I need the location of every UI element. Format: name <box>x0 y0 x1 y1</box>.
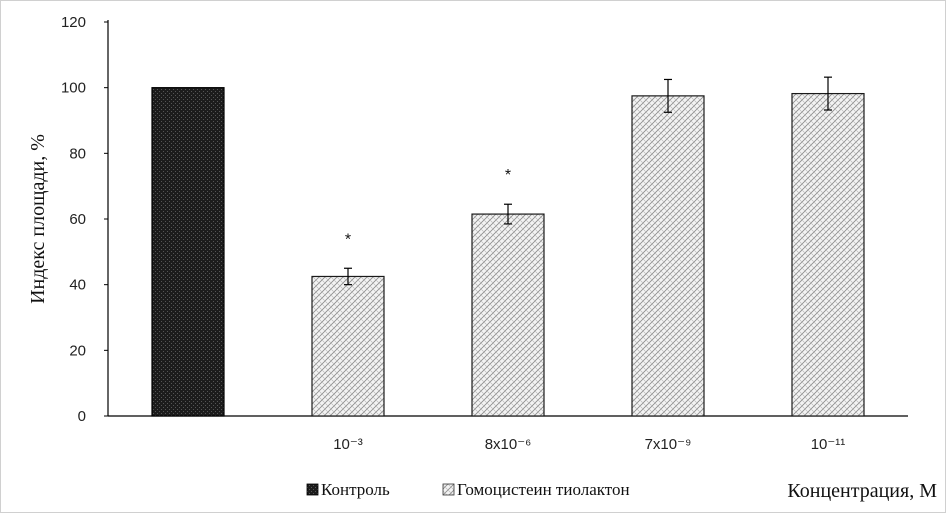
error-bars <box>344 76 832 286</box>
bars <box>151 87 865 417</box>
y-axis-label: Индекс площади, % <box>27 134 49 304</box>
significance-annotations: ** <box>345 167 511 248</box>
y-tick-label: 40 <box>69 277 86 294</box>
x-tick-label: 10⁻³ <box>333 436 363 453</box>
bar-control <box>151 87 225 417</box>
significance-star: * <box>345 231 351 248</box>
significance-star: * <box>505 167 511 184</box>
y-tick-label: 0 <box>78 408 86 425</box>
bar-homocysteine <box>791 92 865 417</box>
x-axis-label: Концентрация, М <box>787 480 937 502</box>
legend-label-control: Контроль <box>321 480 390 499</box>
y-tick-label: 20 <box>69 342 86 359</box>
x-tick-label: 7x10⁻⁹ <box>645 436 692 453</box>
y-tick-label: 120 <box>61 14 86 31</box>
y-axis: 0 20 40 60 80 100 120 <box>61 14 109 425</box>
y-tick-label: 100 <box>61 80 86 97</box>
x-tick-label: 8x10⁻⁶ <box>485 436 532 453</box>
x-tick-label: 10⁻¹¹ <box>811 436 846 453</box>
legend-swatch-control <box>306 483 319 496</box>
legend-swatch-homocysteine <box>442 483 455 496</box>
x-axis: 10⁻³ 8x10⁻⁶ 7x10⁻⁹ 10⁻¹¹ <box>108 415 908 453</box>
y-tick-label: 60 <box>69 211 86 228</box>
bar-homocysteine <box>471 213 545 417</box>
legend-label-homocysteine: Гомоцистеин тиолактон <box>457 480 630 499</box>
bar-homocysteine <box>311 275 385 417</box>
legend: Контроль Гомоцистеин тиолактон <box>306 480 630 499</box>
y-tick-label: 80 <box>69 145 86 162</box>
bar-homocysteine <box>631 95 705 417</box>
